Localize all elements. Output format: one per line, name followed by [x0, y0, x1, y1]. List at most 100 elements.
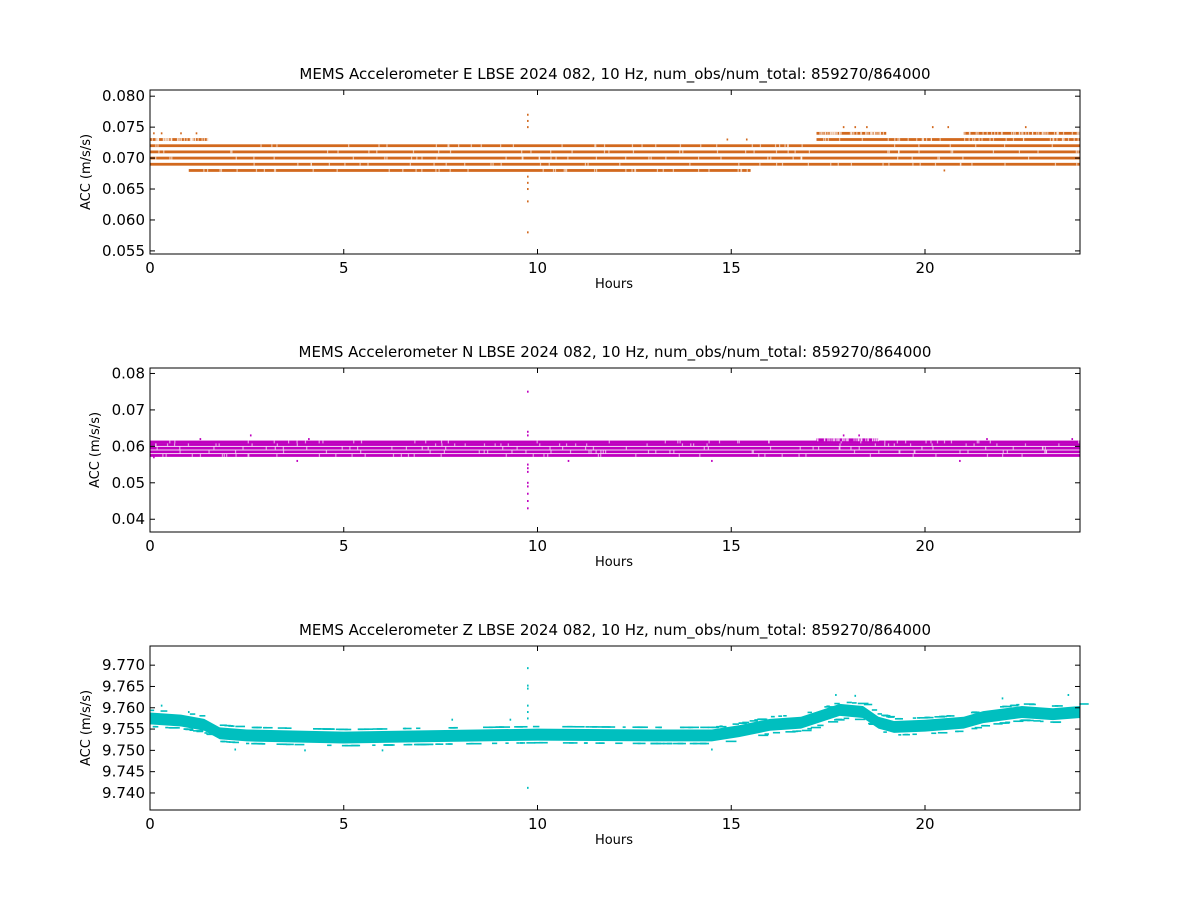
panel-e-band-gap: [565, 169, 568, 172]
panel-n-band-gap: [690, 443, 692, 446]
panel-e-band-gap: [1000, 131, 1003, 135]
panel-n-band-gap: [1044, 446, 1047, 450]
panel-e-band-gap: [808, 150, 810, 154]
panel-n-band-gap: [751, 450, 753, 454]
panel-z-data-point: [495, 726, 500, 728]
panel-n-title: MEMS Accelerometer N LBSE 2024 082, 10 H…: [299, 343, 932, 362]
panel-n-band-gap: [838, 438, 840, 442]
panel-e-band-gap: [759, 144, 762, 148]
panel-n-band-gap: [1002, 450, 1004, 454]
panel-z-data-envelope: [150, 703, 1080, 744]
panel-z-data-point: [754, 719, 758, 721]
panel-n-band-gap: [898, 450, 900, 454]
panel-z-data-point: [150, 709, 155, 712]
panel-n-data-band: [150, 450, 1080, 454]
panel-e-x-ticks: 0 5 10 15 20: [145, 90, 935, 277]
panel-z-data-point: [934, 716, 946, 718]
panel-e-band-gap: [467, 169, 469, 172]
panel-n-band-gap: [1024, 443, 1027, 446]
panel-z-data-point: [160, 710, 168, 712]
panel-e-band-gap: [975, 144, 977, 148]
panel-e-band-gap: [512, 144, 514, 148]
panel-e-band-gap: [962, 156, 964, 160]
panel-n-outlier-point: [527, 481, 529, 484]
panel-n-band-gap: [1002, 454, 1004, 457]
panel-n-outlier-point: [296, 459, 299, 462]
panel-e-outlier-point: [854, 126, 857, 129]
panel-z-x-ticks: 0 5 10 15 20: [145, 646, 935, 833]
panel-z-outlier-point: [835, 693, 837, 696]
panel-e-band-gap: [550, 150, 552, 154]
panel-z-data-point: [937, 731, 948, 734]
panel-n-band-gap: [179, 446, 181, 450]
panel-z-y-ticks: 9.740 9.745 9.750 9.755 9.760 9.765 9.770: [102, 656, 1080, 802]
panel-z-outlier-point: [527, 687, 529, 690]
panel-e-band-gap: [1076, 162, 1078, 166]
panel-n-band-gap: [959, 450, 961, 454]
panel-e-data-band: [150, 156, 1080, 160]
panel-n-band-gap: [276, 443, 278, 446]
panel-e-band-gap: [689, 162, 691, 166]
panel-z-data-point: [261, 743, 266, 745]
panel-e-band-gap: [834, 131, 836, 135]
panel-n-band-gap: [1042, 446, 1044, 450]
panel-e-band-gap: [521, 156, 523, 160]
panel-n-band-gap: [413, 454, 415, 457]
panel-n-band-gap: [985, 446, 987, 450]
panel-e-plot-area: [150, 113, 1081, 234]
panel-z-data-point: [655, 742, 662, 745]
panel-n-band-gap: [162, 454, 164, 457]
panel-n-band-gap: [1058, 443, 1060, 446]
panel-e-band-gap: [169, 156, 171, 160]
panel-n-band-gap: [440, 454, 442, 457]
panel-n-band-gap: [860, 440, 862, 444]
panel-e-band-gap: [555, 156, 557, 160]
panel-n-band-gap: [360, 440, 363, 444]
panel-e-y-tick-label: 0.080: [102, 87, 145, 105]
panel-n-band-gap: [699, 454, 701, 457]
panel-n: MEMS Accelerometer N LBSE 2024 082, 10 H…: [88, 343, 1081, 570]
panel-z-y-tick-label: 9.760: [102, 699, 145, 717]
panel-e-title: MEMS Accelerometer E LBSE 2024 082, 10 H…: [299, 65, 930, 84]
panel-e-band-gap: [435, 144, 437, 148]
panel-n-band-gap: [536, 440, 538, 444]
panel-e-band-gap: [650, 156, 652, 160]
panel-z-data-point: [700, 742, 710, 745]
panel-e-band-gap: [894, 144, 896, 148]
panel-e-band-gap: [183, 138, 186, 141]
panel-e-band-gap: [974, 138, 976, 141]
panel-e-band-gap: [1014, 131, 1016, 135]
panel-n-band-gap: [454, 443, 456, 446]
panel-n-band-gap: [575, 443, 577, 446]
panel-z-outlier-point: [187, 711, 190, 714]
panel-z-data-point: [700, 726, 704, 729]
panel-n-data-band: [150, 454, 1080, 457]
panel-z-data-point: [317, 728, 325, 730]
panel-z-data-point: [1050, 721, 1062, 723]
panel-e-band-gap: [827, 138, 829, 141]
panel-e-band-gap: [561, 144, 563, 148]
panel-n-band-gap: [843, 438, 845, 442]
panel-z-outlier-point: [451, 718, 454, 721]
panel-e-band-gap: [894, 138, 896, 141]
panel-e-band-gap: [662, 169, 664, 172]
panel-e-band-gap: [164, 138, 166, 141]
panel-z-data-point: [764, 733, 769, 735]
panel-n-band-gap: [318, 440, 320, 444]
panel-n-band-gap: [364, 454, 366, 457]
panel-e-band-gap: [274, 169, 277, 172]
panel-e-band-gap: [409, 162, 411, 166]
panel-e-band-gap: [926, 138, 928, 141]
panel-n-band-gap: [434, 443, 437, 446]
panel-z-data-point: [846, 701, 852, 704]
panel-e-band-gap: [700, 144, 702, 148]
panel-e-band-gap: [458, 144, 460, 148]
panel-e-outlier-point: [943, 169, 946, 172]
panel-n-band-gap: [221, 454, 224, 457]
panel-z-data-point: [516, 726, 523, 728]
panel-z-data-point: [221, 740, 228, 743]
panel-e-band-gap: [994, 131, 996, 135]
panel-e-band-gap: [1012, 131, 1015, 135]
panel-e-band-gap: [230, 150, 232, 154]
panel-e-axes-frame: [149, 89, 1081, 255]
